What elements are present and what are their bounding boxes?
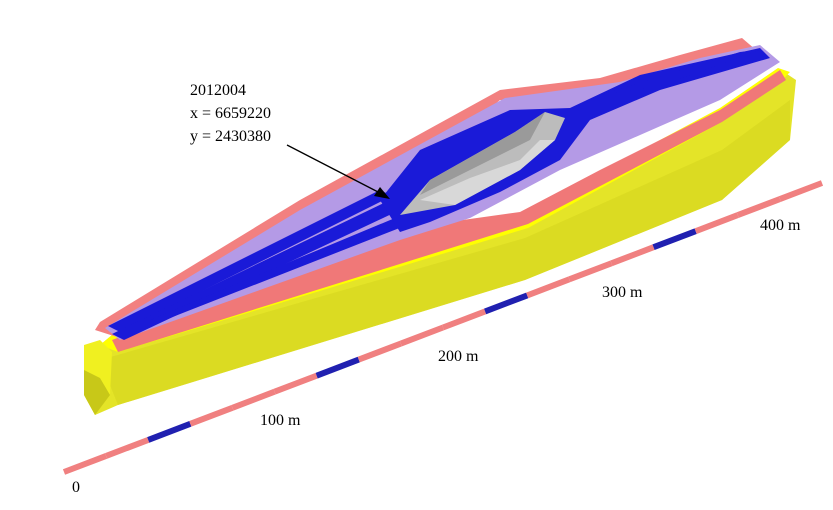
scale-bar-segment <box>62 453 108 475</box>
scale-bar-segment <box>441 308 487 331</box>
annotation-id: 2012004 <box>190 82 246 99</box>
scale-bar-segment <box>105 437 150 459</box>
annotation-y: y = 2430380 <box>190 128 271 145</box>
scale-label-200: 200 m <box>438 348 479 365</box>
scale-bar-segment <box>526 276 571 299</box>
scale-bar-segment <box>610 244 655 267</box>
yellow-left-cap-shade <box>84 370 110 415</box>
blue-bench-1 <box>108 190 392 332</box>
scale-bar-segment <box>315 356 360 379</box>
scale-bar-segment <box>694 212 739 234</box>
annotation-x: x = 6659220 <box>190 105 271 122</box>
scale-bar-segment <box>189 404 234 427</box>
scale-bar-segment <box>231 388 276 411</box>
scale-label-0: 0 <box>72 479 80 496</box>
scale-label-400: 400 m <box>760 217 801 234</box>
yellow-shade <box>100 100 790 405</box>
pit-floor-light <box>420 140 555 205</box>
scale-bar-segment <box>399 324 445 347</box>
blue-upper-ramp <box>600 50 760 95</box>
scale-bar-segment <box>357 340 402 363</box>
annotation-arrow-head <box>374 187 390 199</box>
scale-label-100: 100 m <box>260 412 301 429</box>
annotation: 2012004 x = 6659220 y = 2430380 <box>190 82 390 199</box>
scale-bar-segment <box>778 180 824 202</box>
scale-bar-segment <box>147 421 192 443</box>
scale-label-300: 300 m <box>602 284 643 301</box>
scale-bar-segment <box>652 228 697 251</box>
scale-bar-segment <box>736 196 781 218</box>
annotation-arrow-line <box>286 144 381 194</box>
blue-bench-2 <box>112 200 400 340</box>
blue-bench-3 <box>150 218 420 320</box>
scale-bar <box>62 180 824 475</box>
scale-bar-segment <box>568 260 613 283</box>
scale-bar-segment <box>273 372 318 395</box>
pit-wall <box>420 112 545 195</box>
scale-bar-segment <box>484 292 529 315</box>
pit-bottom <box>400 112 565 215</box>
